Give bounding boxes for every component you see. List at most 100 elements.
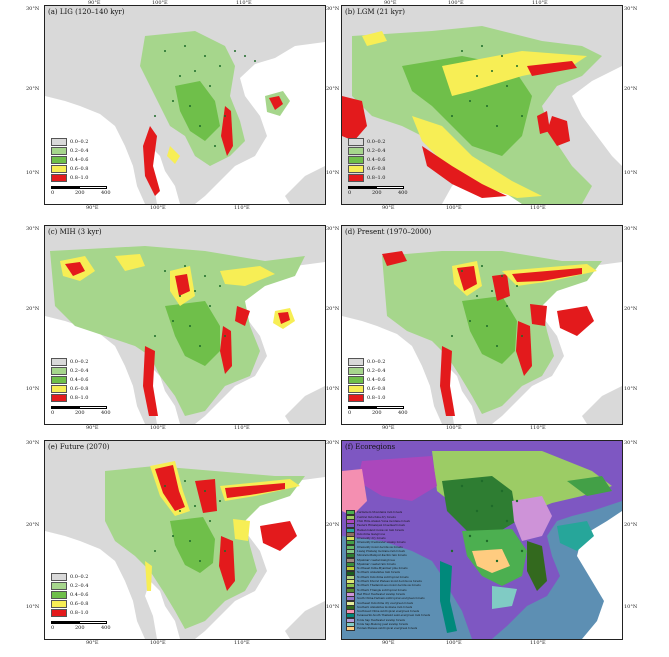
lon-tick-label: 90°E <box>88 0 101 6</box>
scale-label: 400 <box>101 625 111 631</box>
legend-label: 0.6–0.8 <box>70 385 89 392</box>
lon-tick-label: 110°E <box>530 205 546 211</box>
legend-item: 0.8–1.0 <box>348 173 385 182</box>
legend-swatch <box>348 393 364 402</box>
legend: 0.0–0.2 0.2–0.4 0.4–0.6 0.6–0.8 0.8–1.0 <box>348 137 385 182</box>
ecoregion-label: Southeast Indochina dry evergreen forest… <box>357 601 414 605</box>
map-e <box>45 441 325 639</box>
map-a <box>45 6 325 204</box>
panel-title: (e) Future (2070) <box>48 443 110 451</box>
lon-tick-label: 110°E <box>234 205 250 211</box>
legend-swatch <box>51 146 67 155</box>
scale-label: 200 <box>75 410 85 416</box>
legend-label: 0.8–1.0 <box>367 174 386 181</box>
legend: 0.0–0.2 0.2–0.4 0.4–0.6 0.6–0.8 0.8–1.0 <box>51 357 88 402</box>
ecoregion-label: Irrawaddy moist deciduous forests <box>357 545 403 549</box>
legend-swatch <box>348 375 364 384</box>
legend-swatch <box>51 384 67 393</box>
scale-label: 0 <box>51 625 55 631</box>
lon-tick-label: 100°E <box>448 0 464 6</box>
ecoregion-label: Tonle Sap freshwater swamp forests <box>357 618 405 622</box>
panel-c: (c) MIH (3 kyr) 0.0–0.2 0.2–0.4 0.4–0.6 … <box>44 225 326 425</box>
panel-a: (a) LIG (120–140 kyr) 0.0–0.2 0.2–0.4 0.… <box>44 5 326 205</box>
legend-item: 0.2–0.4 <box>51 146 88 155</box>
lon-tick-label: 90°E <box>86 205 99 211</box>
legend-swatch <box>51 164 67 173</box>
lon-tick-label: 100°E <box>150 640 166 646</box>
scale-label: 0 <box>348 190 352 196</box>
legend-label: 0.4–0.6 <box>70 156 89 163</box>
legend-item: 0.8–1.0 <box>348 393 385 402</box>
legend-label: 0.8–1.0 <box>70 394 89 401</box>
legend-item: 0.2–0.4 <box>51 581 88 590</box>
ecoregion-label: South China-Vietnam subtropical evergree… <box>357 597 425 601</box>
scale-bar: 0 200 400 <box>51 186 111 198</box>
legend-item: 0.6–0.8 <box>51 164 88 173</box>
lat-tick-label: 20°N <box>326 306 340 312</box>
lon-tick-label: 110°E <box>530 425 546 431</box>
legend-swatch <box>348 173 364 182</box>
scale-label: 0 <box>348 410 352 416</box>
panel-d: (d) Present (1970–2000) 0.0–0.2 0.2–0.4 … <box>341 225 623 425</box>
legend-item: 0.0–0.2 <box>348 357 385 366</box>
legend-swatch <box>51 608 67 617</box>
lon-tick-label: 90°E <box>382 205 395 211</box>
scale-label: 400 <box>101 190 111 196</box>
legend-swatch <box>348 164 364 173</box>
legend-swatch <box>51 393 67 402</box>
scale-label: 0 <box>51 190 55 196</box>
legend-label: 0.8–1.0 <box>70 609 89 616</box>
lat-tick-label: 30°N <box>624 6 638 12</box>
lat-tick-label: 30°N <box>326 226 340 232</box>
legend-swatch <box>51 590 67 599</box>
lat-tick-label: 10°N <box>624 386 638 392</box>
scale-bar: 0 200 400 <box>348 186 408 198</box>
legend-item: 0.4–0.6 <box>348 375 385 384</box>
scale-label: 200 <box>75 625 85 631</box>
legend-label: 0.0–0.2 <box>367 358 386 365</box>
lat-tick-label: 10°N <box>624 170 638 176</box>
legend-label: 0.2–0.4 <box>367 367 386 374</box>
lat-tick-label: 10°N <box>326 604 340 610</box>
panel-title: (b) LGM (21 kyr) <box>345 8 405 16</box>
lon-tick-label: 100°E <box>150 205 166 211</box>
legend-label: 0.6–0.8 <box>70 600 89 607</box>
legend-swatch <box>348 357 364 366</box>
ecoregion-label: Mizoram-Manipur-Kachin rain forests <box>357 554 407 558</box>
lon-tick-label: 90°E <box>86 425 99 431</box>
legend-item: 0.8–1.0 <box>51 393 88 402</box>
legend-item: 0.4–0.6 <box>51 155 88 164</box>
legend-item: 0.4–0.6 <box>51 590 88 599</box>
legend-item: 0.0–0.2 <box>348 137 385 146</box>
scale-label: 400 <box>398 190 408 196</box>
ecoregion-label: Yunnan Plateau subtropical evergreen for… <box>357 627 418 631</box>
ecoregion-label: Northeast India-Myanmar pine forests <box>357 567 408 571</box>
legend-label: 0.0–0.2 <box>70 573 89 580</box>
ecoregion-label: Northern Triangle subtropical forests <box>357 588 407 592</box>
legend-swatch <box>51 137 67 146</box>
lon-tick-label: 100°E <box>446 425 462 431</box>
lat-tick-label: 20°N <box>624 522 638 528</box>
legend-label: 0.0–0.2 <box>70 358 89 365</box>
ecoregion-label: Northern Annamites rain forests <box>357 571 400 575</box>
legend-swatch <box>51 599 67 608</box>
ecoregion-label: Northern Khorat Plateau moist deciduous … <box>357 580 422 584</box>
map-c <box>45 226 325 424</box>
lon-tick-label: 100°E <box>446 640 462 646</box>
lon-tick-label: 90°E <box>86 640 99 646</box>
lat-tick-label: 30°N <box>326 6 340 12</box>
legend-item: 0.0–0.2 <box>51 137 88 146</box>
legend-item: 0.2–0.4 <box>348 366 385 375</box>
legend-swatch <box>51 173 67 182</box>
lat-tick-label: 20°N <box>326 522 340 528</box>
legend-label: 0.8–1.0 <box>70 174 89 181</box>
legend-swatch <box>51 581 67 590</box>
lon-tick-label: 90°E <box>382 640 395 646</box>
legend-label: 0.2–0.4 <box>70 367 89 374</box>
ecoregion-legend-item: Yunnan Plateau subtropical evergreen for… <box>346 626 432 632</box>
map-d <box>342 226 622 424</box>
legend: 0.0–0.2 0.2–0.4 0.4–0.6 0.6–0.8 0.8–1.0 <box>348 357 385 402</box>
lat-tick-label: 10°N <box>26 170 40 176</box>
legend: 0.0–0.2 0.2–0.4 0.4–0.6 0.6–0.8 0.8–1.0 <box>51 137 88 182</box>
